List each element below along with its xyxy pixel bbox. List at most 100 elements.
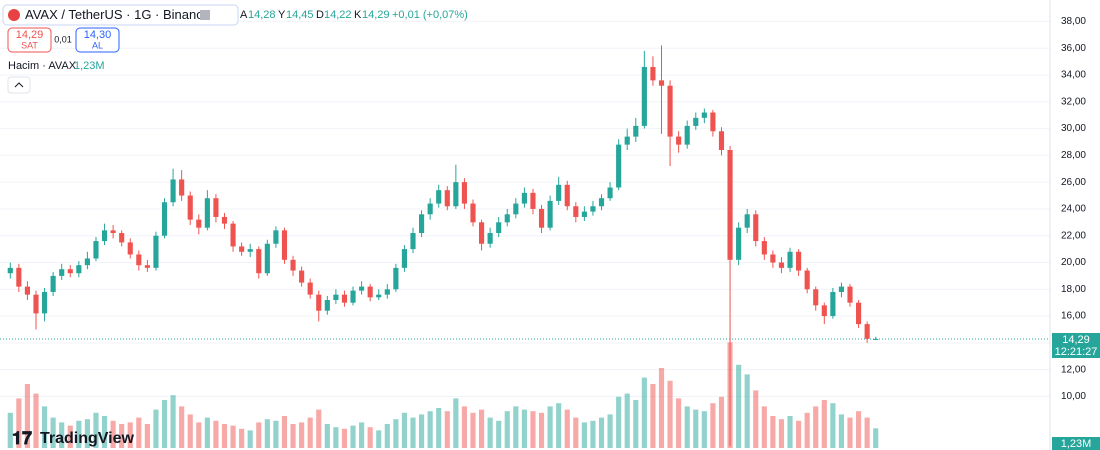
buy-price: 14,30 — [84, 29, 112, 41]
ohlc-value: 14,28 — [248, 9, 276, 21]
volume-bar — [16, 398, 22, 448]
candle-body — [221, 216, 228, 224]
candle-body — [470, 203, 476, 223]
sell-label: SAT — [21, 40, 38, 50]
volume-bar — [333, 427, 339, 448]
candle-body — [778, 262, 785, 268]
volume-bar — [196, 422, 202, 448]
candle-body — [213, 198, 219, 217]
volume-bar — [753, 390, 759, 448]
flag-icon[interactable] — [200, 10, 210, 20]
candle-body — [513, 203, 519, 215]
volume-bar — [761, 406, 767, 448]
candle-body — [796, 251, 802, 271]
volume-bar — [256, 422, 262, 448]
candle-body — [307, 282, 313, 295]
candle-body — [787, 251, 793, 268]
candle-body — [359, 286, 365, 291]
candle-body — [316, 294, 322, 311]
volume-bar — [50, 417, 56, 448]
volume-bar — [204, 417, 210, 448]
volume-bar — [41, 406, 48, 448]
volume-bar — [513, 406, 519, 448]
y-tick-label: 36,00 — [1061, 43, 1086, 54]
candle-body — [838, 286, 845, 292]
volume-bar — [676, 398, 682, 448]
candle-body — [478, 222, 485, 244]
volume-bar — [419, 414, 425, 448]
ohlc-key: K — [354, 9, 362, 21]
volume-bar — [693, 409, 699, 448]
candle-body — [170, 179, 176, 203]
ohlc-value: 14,22 — [324, 9, 352, 21]
last-price-label: 14,29 — [1062, 334, 1090, 346]
candle-body — [547, 200, 553, 228]
sell-button[interactable] — [7, 27, 52, 53]
volume-bar — [847, 417, 853, 448]
candle-body — [101, 230, 108, 242]
volume-bar — [410, 417, 416, 448]
volume-bar — [736, 364, 742, 448]
volume-bar — [573, 417, 579, 448]
volume-bar — [684, 406, 690, 448]
candle-body — [598, 198, 605, 207]
volume-bar — [316, 409, 322, 448]
symbol-box[interactable] — [2, 4, 239, 26]
y-tick-label: 30,00 — [1061, 123, 1086, 134]
candle-body — [590, 206, 596, 212]
buy-button[interactable] — [75, 27, 120, 53]
candle-body — [161, 202, 168, 236]
candle-body — [581, 211, 587, 217]
candle-body — [204, 198, 210, 228]
candle-body — [59, 269, 65, 276]
volume-bar — [273, 420, 279, 448]
candle-body — [753, 214, 759, 242]
volume-bar — [136, 417, 142, 448]
ohlc-key: Y — [278, 9, 286, 21]
volume-bar — [667, 380, 673, 448]
candle-body — [847, 286, 853, 303]
candle-body — [50, 275, 56, 292]
ohlc-key: D — [316, 9, 324, 21]
y-tick-label: 34,00 — [1061, 70, 1086, 81]
candle-body — [436, 190, 442, 204]
candle-body — [384, 289, 390, 295]
volume-bar — [856, 411, 862, 448]
volume-bar — [299, 422, 305, 448]
volume-bar — [110, 420, 116, 448]
y-tick-label: 22,00 — [1061, 230, 1086, 241]
volume-bar — [359, 422, 365, 448]
volume-legend-label: Hacim · AVAX — [8, 60, 77, 72]
candle-body — [710, 112, 716, 132]
volume-bar — [187, 414, 193, 448]
volume-bar — [616, 396, 622, 448]
volume-bar — [290, 424, 296, 448]
candle-body — [487, 233, 493, 244]
candle-body — [856, 302, 862, 325]
volume-bar — [59, 422, 65, 448]
volume-bar — [341, 428, 348, 448]
candle-body — [564, 184, 570, 207]
candle-body — [676, 136, 682, 145]
candle-body — [830, 291, 836, 317]
candle-body — [136, 254, 142, 266]
symbol-title: AVAX / TetherUS · 1G · Binance — [25, 7, 210, 22]
candle-body — [239, 246, 245, 252]
volume-bar — [93, 412, 99, 448]
candle-body — [804, 270, 810, 290]
candle-body — [333, 294, 339, 300]
y-tick-label: 28,00 — [1061, 150, 1086, 161]
volume-bar — [84, 419, 90, 448]
volume-bar — [281, 416, 288, 448]
candle-body — [230, 223, 236, 247]
volume-bar — [624, 393, 630, 448]
volume-bar — [401, 412, 408, 448]
candle-body — [821, 305, 827, 317]
collapse-icon — [14, 82, 24, 88]
volume-bar — [7, 412, 13, 448]
volume-bar — [119, 424, 125, 448]
candle-body — [624, 136, 630, 145]
candle-body — [727, 150, 733, 260]
collapse-button[interactable] — [7, 76, 31, 94]
